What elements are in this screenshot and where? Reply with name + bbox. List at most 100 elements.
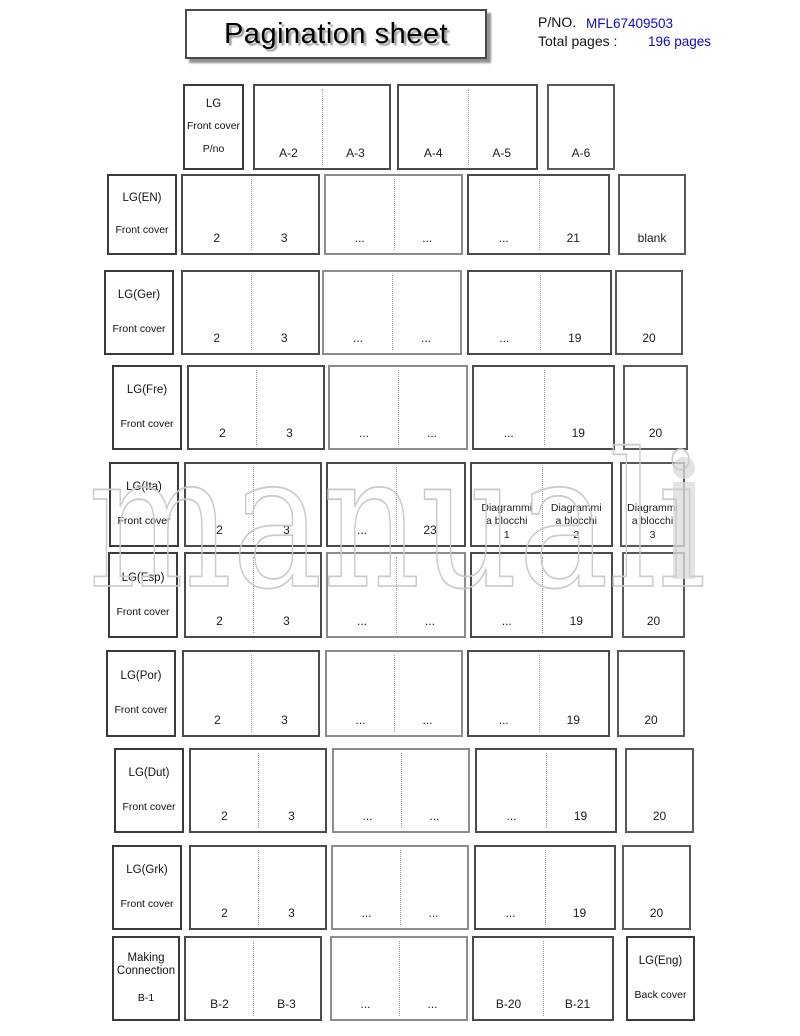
section-label-line: LG: [205, 97, 222, 110]
section-label-line: B-1: [137, 992, 155, 1004]
fold-divider: [253, 941, 254, 1016]
section-label-line: LG(Dut): [128, 767, 170, 780]
page-cell: 2: [216, 522, 223, 537]
fold-divider: [539, 275, 541, 350]
section-label-line: Front cover: [120, 897, 174, 910]
lg-en-label-box: LG(EN) Front cover: [107, 174, 177, 255]
fold-divider: [545, 850, 546, 925]
page-cell-line: 2: [573, 528, 580, 541]
page-cell: 19: [571, 425, 585, 440]
lg-ita-spread-box: ... 23: [326, 462, 466, 547]
total-pages-label: Total pages :: [538, 33, 618, 49]
lg-grk-single-box: 20: [622, 845, 691, 930]
section-label-line: Front cover: [120, 417, 174, 430]
page-cell-line: 3: [649, 528, 656, 541]
lg-en-spread-box: ......: [324, 174, 463, 255]
page-cell: ...: [422, 712, 433, 727]
page-cell: A-4: [423, 145, 443, 160]
a-pages-single-box: A-6: [547, 84, 615, 170]
page-cell: 3: [280, 230, 288, 245]
section-label-line: LG(EN): [122, 192, 162, 205]
lg-fre-label-box: LG(Fre) Front cover: [112, 365, 182, 450]
page-cell: ...: [422, 230, 433, 245]
page-cell: B-2: [210, 996, 229, 1011]
section-label-line: Front cover: [122, 800, 176, 813]
page-title: Pagination sheet: [223, 17, 449, 50]
section-label-line: LG(Esp): [121, 571, 165, 584]
page-cell: 20: [642, 330, 656, 345]
page-cell: ...: [498, 712, 509, 727]
fold-divider: [396, 557, 397, 633]
page-cell: A-2: [279, 145, 298, 160]
pno-value: MFL67409503: [586, 16, 674, 31]
lg-por-label-box: LG(Por) Front cover: [106, 650, 176, 737]
page-cell: 2: [213, 230, 221, 245]
page-cell: 2: [221, 905, 228, 920]
fold-divider: [538, 179, 540, 250]
lg-dut-single-box: 20: [625, 748, 694, 833]
page-cell: Diagrammi a blocchi 2: [542, 502, 612, 543]
page-cell: 2: [221, 808, 228, 823]
page-cell: ...: [429, 808, 440, 823]
page-cell: B-3: [277, 996, 296, 1011]
lg-ger-spread-box: ... 19: [467, 270, 612, 355]
page-cell: ...: [499, 330, 510, 345]
lg-ger-single-box: 20: [615, 270, 683, 355]
page-cell: ...: [506, 808, 517, 823]
lg-esp-spread-box: ......: [326, 552, 466, 638]
page-cell: blank: [637, 230, 667, 245]
lg-ita-label-box: LG(Ita) Front cover: [109, 462, 179, 547]
page-cell: 20: [644, 712, 658, 727]
page-cell: 19: [573, 808, 588, 823]
section-label-line: LG(Grk): [126, 864, 168, 877]
section-label-line: Back cover: [634, 988, 687, 1001]
page-cell: Diagrammi a blocchi 3: [622, 502, 683, 543]
lg-grk-spread-box: ... 19: [474, 845, 616, 930]
page-cell: 2: [216, 613, 223, 628]
page-cell: 19: [572, 905, 587, 920]
fold-divider: [543, 370, 545, 445]
b-pages-spread-box: B-2 B-3: [184, 936, 322, 1021]
section-label-line: Making Connection: [116, 952, 176, 977]
page-cell: ...: [355, 712, 366, 727]
page-cell: ...: [420, 330, 431, 345]
fold-divider: [546, 753, 547, 828]
lg-ita-single-box: Diagrammi a blocchi 3: [620, 462, 685, 547]
page-cell: ...: [361, 905, 372, 920]
page-cell: 21: [566, 230, 580, 245]
page-cell-line: a blocchi: [555, 515, 597, 527]
page-cell: 20: [646, 613, 661, 628]
lg-por-single-box: 20: [617, 650, 685, 737]
lg-por-spread-box: ......: [325, 650, 463, 737]
fold-divider: [256, 370, 257, 445]
fold-divider: [543, 941, 544, 1016]
section-label-line: LG(Por): [120, 669, 162, 682]
page-cell: 3: [283, 613, 290, 628]
fold-divider: [392, 275, 393, 350]
page-cell: ...: [427, 996, 438, 1011]
page-cell: ...: [505, 905, 516, 920]
section-label-line: Front cover: [112, 322, 166, 335]
section-label-line: LG(Fre): [126, 384, 168, 397]
fold-divider: [467, 89, 469, 165]
fold-divider: [398, 370, 399, 445]
page-cell: 20: [649, 905, 664, 920]
page-cell: ...: [352, 330, 363, 345]
section-label-line: Front cover: [115, 223, 169, 236]
page-cell: 3: [281, 712, 288, 727]
section-label-line: P/no: [202, 143, 225, 156]
lg-fre-spread-box: ......: [328, 365, 468, 450]
page-cell: ...: [358, 425, 369, 440]
page-cell: 20: [648, 425, 663, 440]
fold-divider: [253, 557, 254, 633]
fold-divider: [401, 753, 402, 828]
page-cell: A-3: [346, 145, 365, 160]
section-label-line: LG(Ita): [126, 481, 162, 494]
b-pages-label-box: Making Connection B-1: [112, 936, 180, 1021]
page-cell: 19: [569, 613, 583, 628]
